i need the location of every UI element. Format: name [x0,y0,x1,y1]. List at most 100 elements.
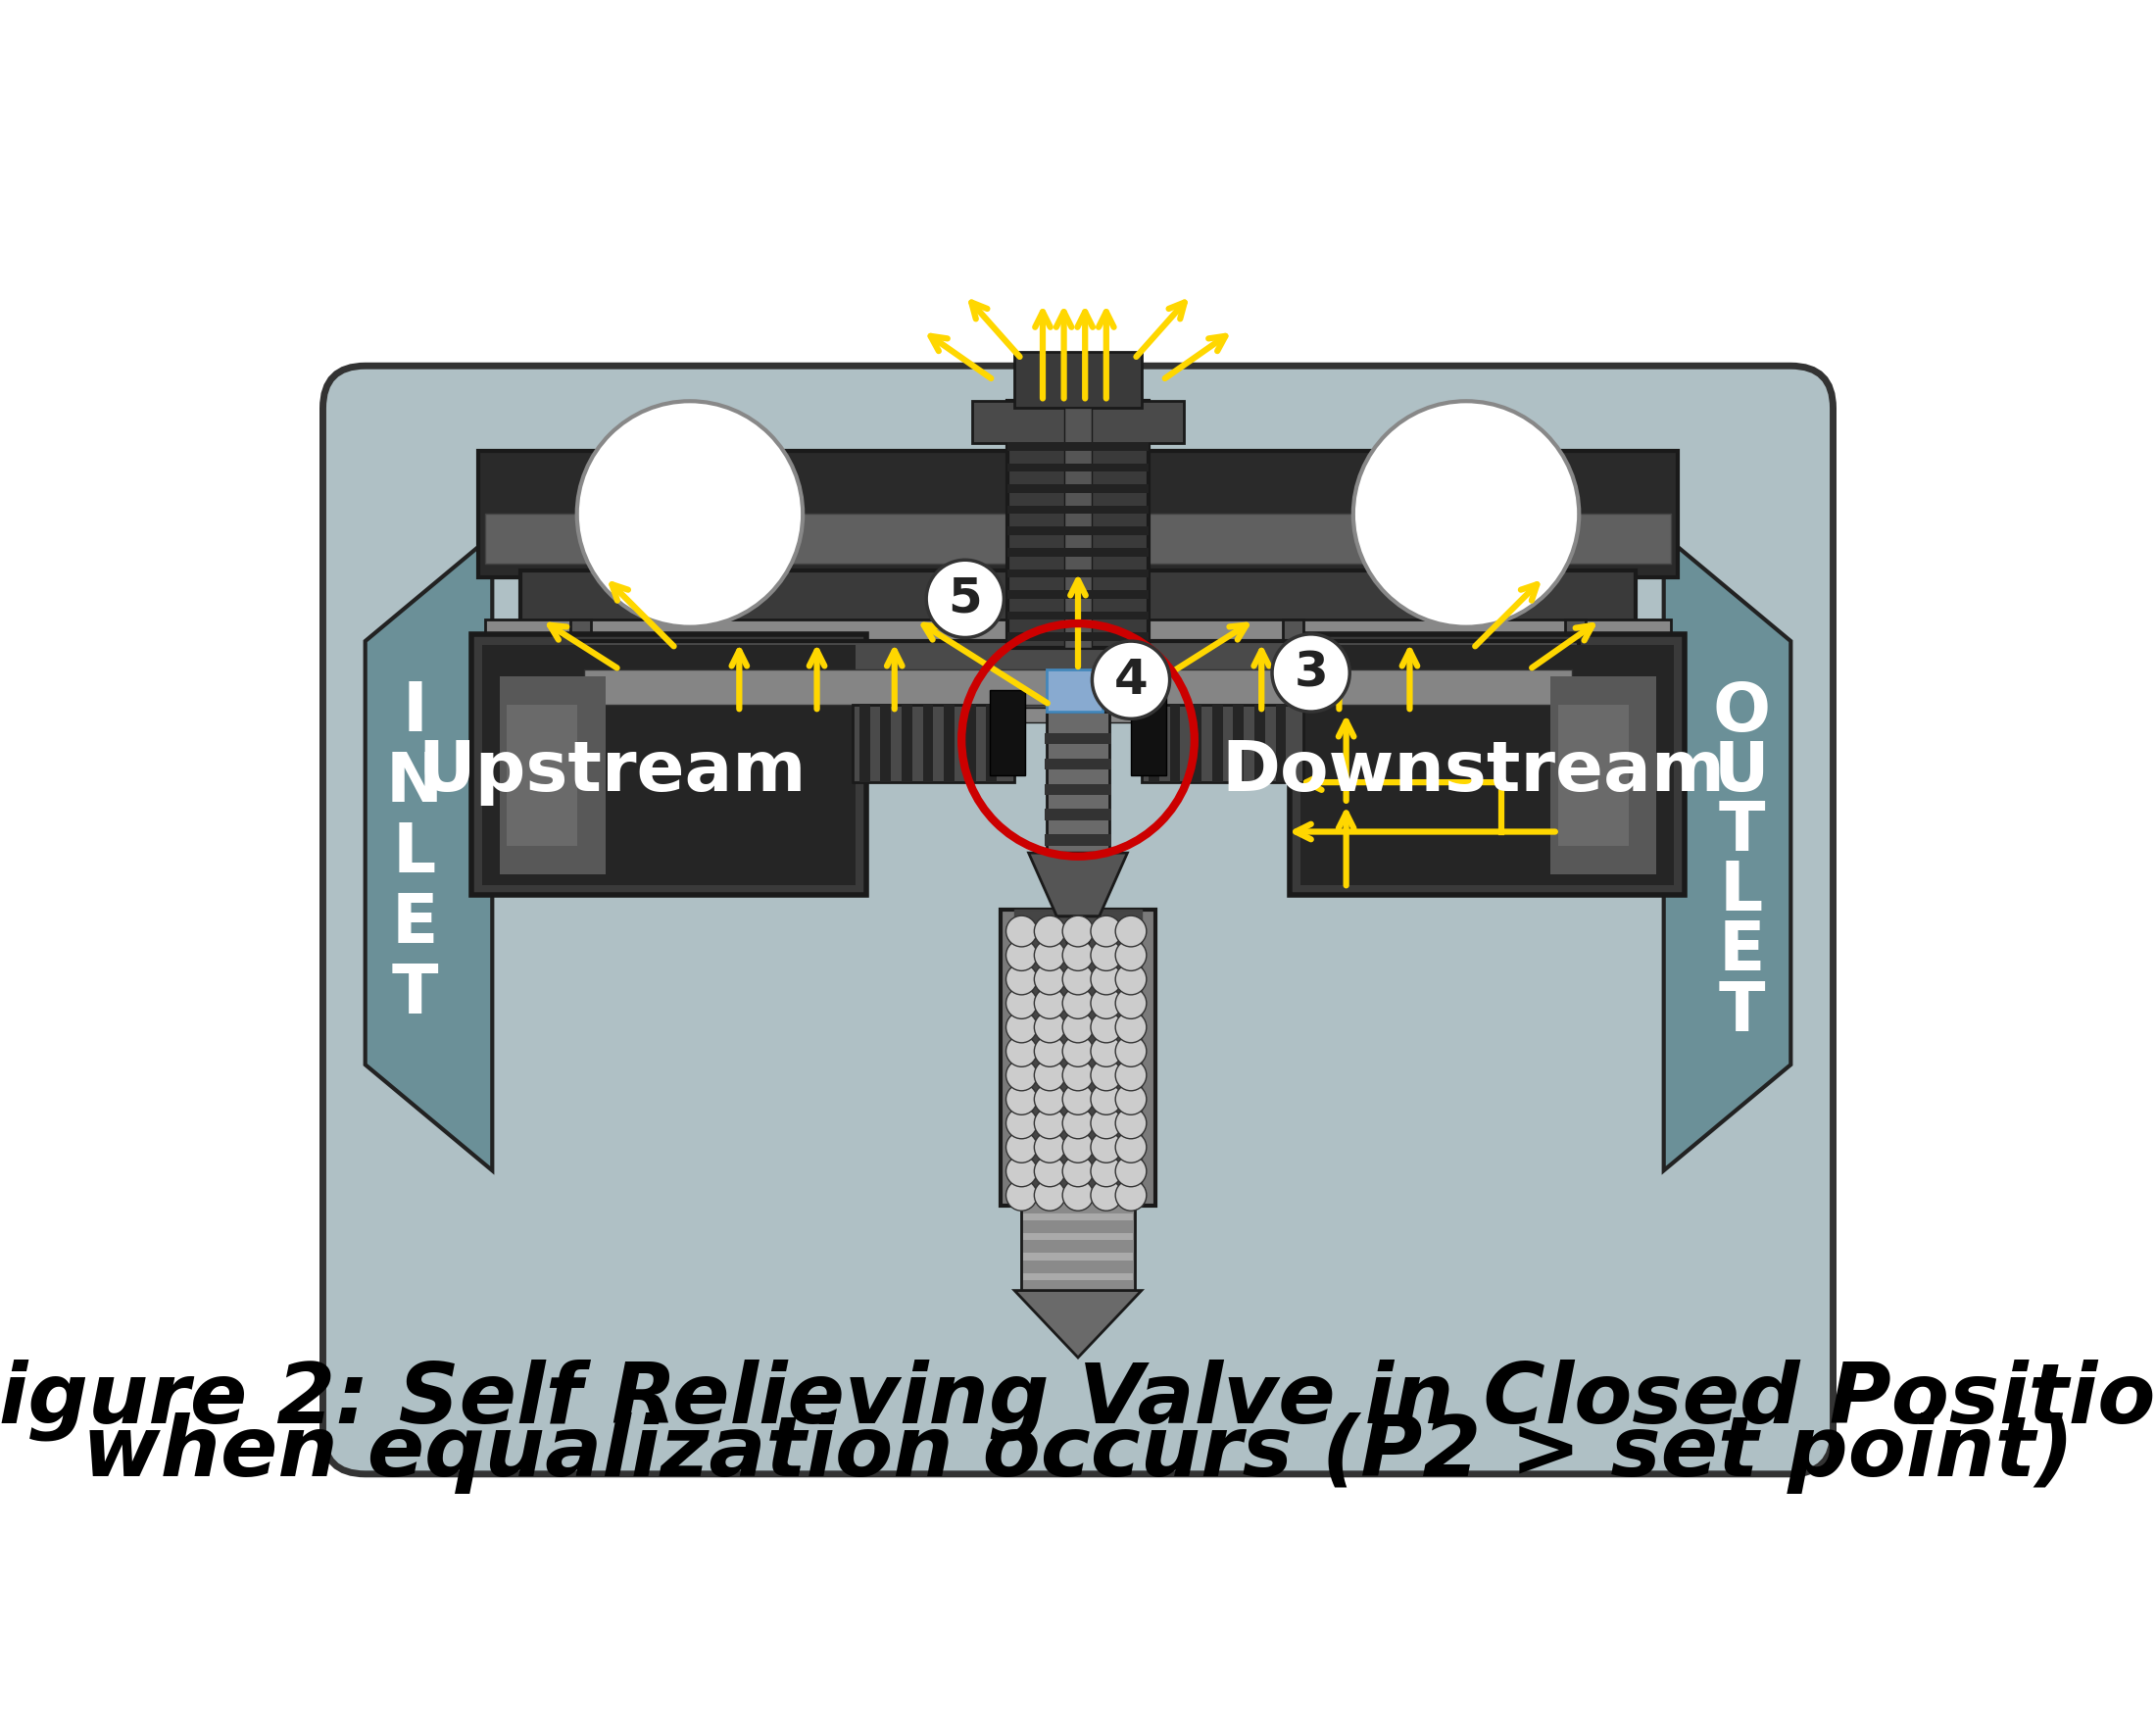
Circle shape [1354,402,1578,627]
Bar [1046,759,1110,769]
Bar [1190,705,1201,783]
Bar [1559,705,1628,845]
Bar [1022,1199,1134,1290]
Circle shape [1063,1155,1093,1186]
Bar [485,620,1671,648]
Bar [880,705,890,783]
Bar [578,641,1578,712]
Circle shape [1063,1131,1093,1162]
Polygon shape [1056,916,1100,951]
Text: when equalization occurs (P2 > set point): when equalization occurs (P2 > set point… [82,1412,2074,1493]
Bar [578,648,845,712]
Bar [1289,634,1684,895]
Bar [1022,1273,1134,1280]
Text: T: T [392,961,438,1027]
Circle shape [1115,1084,1147,1115]
Text: E: E [1718,920,1764,984]
Bar [1007,506,1149,514]
Bar [1132,691,1166,776]
Circle shape [1063,1011,1093,1043]
Bar [1022,1252,1134,1261]
Circle shape [1007,1060,1037,1091]
Circle shape [1007,1179,1037,1211]
Circle shape [1115,1036,1147,1067]
Text: 4: 4 [1115,656,1147,703]
Circle shape [1091,1108,1121,1138]
Bar [966,705,977,783]
Circle shape [1035,940,1065,970]
Circle shape [1115,1060,1147,1091]
Circle shape [1115,1131,1147,1162]
Bar [1007,611,1149,620]
Circle shape [1091,1084,1121,1115]
Circle shape [1007,1084,1037,1115]
Text: T: T [1718,979,1764,1044]
Bar [852,705,1015,783]
Circle shape [1035,1179,1065,1211]
Circle shape [1063,987,1093,1018]
Circle shape [1063,1060,1093,1091]
Circle shape [1115,987,1147,1018]
Bar [1212,705,1222,783]
Circle shape [1007,1011,1037,1043]
Circle shape [1063,916,1093,947]
Bar [500,677,606,875]
Bar [1171,705,1179,783]
Bar [860,705,869,783]
Circle shape [1091,987,1121,1018]
Bar [1007,462,1149,471]
Circle shape [1007,1108,1037,1138]
Circle shape [1115,1108,1147,1138]
Bar [1007,547,1149,556]
Bar [1141,705,1304,783]
Bar [479,450,1677,577]
Circle shape [1035,963,1065,994]
Bar [1063,409,1093,648]
Circle shape [927,559,1005,637]
Bar [1015,352,1141,409]
Text: Downstream: Downstream [1220,738,1725,805]
Polygon shape [364,535,492,1171]
Bar [1565,620,1587,733]
Bar [507,705,578,845]
Text: L: L [392,819,436,885]
Bar [1000,909,1156,1205]
Text: 3: 3 [1294,650,1328,696]
Circle shape [1007,963,1037,994]
Bar [569,620,591,733]
Bar [1046,712,1110,852]
Bar [923,705,934,783]
Bar [584,669,1572,705]
Polygon shape [1015,1290,1141,1358]
Bar [1283,620,1304,733]
Circle shape [1063,1084,1093,1115]
Circle shape [1063,1179,1093,1211]
Bar [944,705,955,783]
Bar [990,691,1024,776]
Text: E: E [392,890,438,956]
Circle shape [1115,1179,1147,1211]
Bar [1022,1214,1134,1221]
Circle shape [1091,1060,1121,1091]
Bar [972,402,1184,443]
Circle shape [1007,987,1037,1018]
Bar [1046,669,1102,712]
Bar [1304,708,1578,783]
Circle shape [1035,1155,1065,1186]
Bar [1276,705,1287,783]
Circle shape [1115,1011,1147,1043]
Bar [1007,632,1149,641]
FancyBboxPatch shape [323,365,1833,1474]
Bar [901,705,912,783]
Bar [1007,570,1149,577]
Circle shape [1115,916,1147,947]
Bar [472,634,867,895]
Bar [1015,909,1141,1205]
Circle shape [1115,1155,1147,1186]
Bar [985,705,996,783]
Bar [578,708,852,783]
Circle shape [1093,641,1171,719]
Circle shape [1035,1108,1065,1138]
Circle shape [1035,1131,1065,1162]
Circle shape [1007,940,1037,970]
